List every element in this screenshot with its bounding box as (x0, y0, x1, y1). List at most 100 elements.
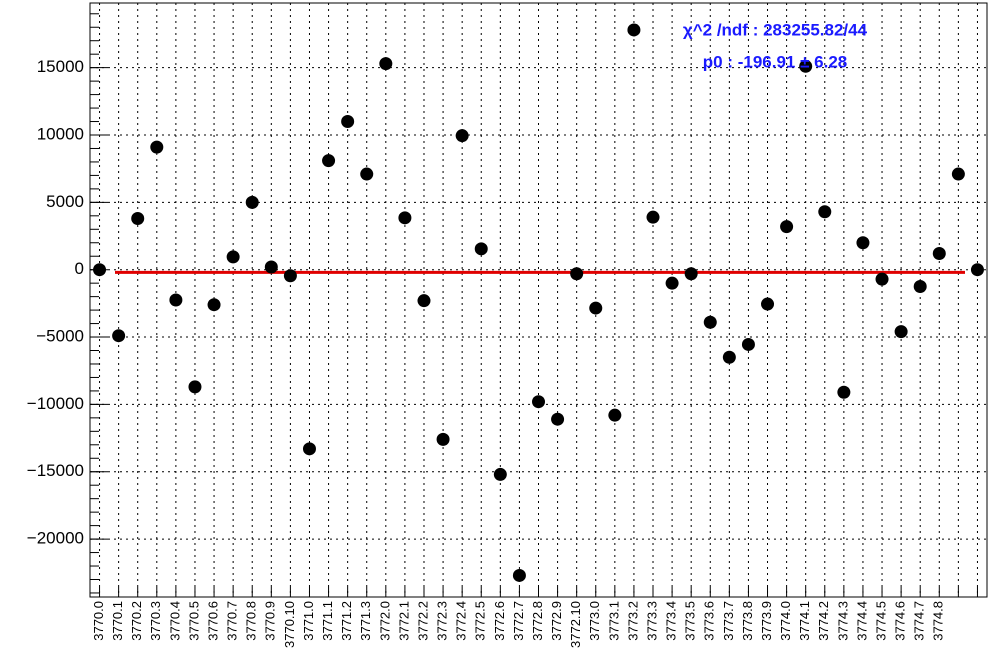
point (398, 211, 412, 225)
point (551, 412, 565, 426)
x-tick-label: 3772.5 (473, 601, 488, 641)
x-tick-label: 3770.2 (129, 601, 144, 641)
x-tick-label: 3773.1 (606, 601, 621, 641)
point (589, 301, 603, 315)
x-tick-label: 3773.2 (625, 601, 640, 641)
point (226, 250, 240, 264)
point (818, 205, 832, 219)
point (875, 272, 889, 286)
x-tick-label: 3774.6 (893, 601, 908, 641)
x-tick-label: 3771.1 (320, 601, 335, 641)
x-tick-label: 3772.8 (530, 601, 545, 641)
x-tick-label: 3772.1 (396, 601, 411, 641)
x-tick-label: 3773.4 (664, 601, 679, 641)
point (493, 467, 507, 481)
x-tick-label: 3774.2 (816, 601, 831, 641)
point (322, 154, 336, 168)
x-tick-label: 3773.9 (759, 601, 774, 641)
point (627, 23, 641, 37)
point (264, 260, 278, 274)
y-tick-label: 15000 (37, 57, 84, 76)
x-tick-label: 3772.0 (377, 601, 392, 641)
x-tick-label: 3770.4 (167, 601, 182, 641)
x-tick-label: 3770.9 (263, 601, 278, 641)
point (932, 247, 946, 261)
point (780, 220, 794, 234)
x-tick-label: 3770.8 (244, 601, 259, 641)
x-tick-label: 3772.9 (549, 601, 564, 641)
x-tick-label: 3772.6 (492, 601, 507, 641)
x-tick-label: 3774.3 (835, 601, 850, 641)
x-tick-label: 3773.7 (721, 601, 736, 641)
x-tick-label: 3774.0 (778, 601, 793, 641)
y-tick-label: −15000 (27, 461, 84, 480)
point (169, 293, 183, 307)
x-tick-label: 3774.5 (873, 601, 888, 641)
x-tick-label: 3773.8 (740, 601, 755, 641)
point (570, 267, 584, 281)
x-tick-label: 3773.3 (644, 601, 659, 641)
point (112, 329, 126, 343)
x-tick-label: 3774.1 (797, 601, 812, 641)
x-tick-label: 3770.0 (91, 601, 106, 641)
point (608, 408, 622, 422)
point (474, 242, 488, 256)
point (913, 280, 927, 294)
x-tick-label: 3771.2 (339, 601, 354, 641)
y-tick-label: −10000 (27, 394, 84, 413)
point (532, 395, 545, 409)
x-tick-label: 3774.4 (854, 601, 869, 641)
point (741, 337, 755, 351)
y-tick-label: 10000 (37, 124, 84, 143)
point (436, 432, 450, 446)
point (665, 276, 679, 290)
point (417, 294, 431, 308)
point (970, 263, 984, 277)
x-tick-label: 3770.3 (148, 601, 163, 641)
point (245, 195, 259, 209)
stats-text: p0 : -196.91 ± 6.28 (703, 52, 847, 71)
point (512, 568, 526, 582)
x-tick-label: 3772.3 (435, 601, 450, 641)
point (799, 59, 813, 73)
x-tick-label: 3772.4 (454, 601, 469, 641)
point (93, 263, 107, 277)
y-tick-label: −20000 (27, 529, 84, 548)
point (951, 167, 965, 181)
point (856, 236, 870, 250)
x-tick-label: 3772.7 (511, 601, 526, 641)
x-tick-label: 3770.5 (186, 601, 201, 641)
point (188, 380, 202, 394)
x-tick-label: 3770.1 (110, 601, 125, 641)
point (837, 385, 851, 399)
point (360, 167, 374, 181)
point (894, 325, 908, 339)
point (761, 297, 775, 311)
point (302, 442, 316, 456)
point (684, 267, 698, 281)
x-tick-label: 3770.7 (225, 601, 240, 641)
x-tick-label: 3773.0 (587, 601, 602, 641)
y-tick-label: 0 (75, 259, 84, 278)
point (379, 57, 393, 71)
x-tick-label: 3770.10 (282, 601, 297, 648)
point (283, 269, 297, 283)
point (150, 140, 164, 154)
x-tick-label: 3773.5 (683, 601, 698, 641)
y-tick-label: −5000 (36, 327, 84, 346)
x-tick-label: 3774.7 (912, 601, 927, 641)
point (703, 315, 717, 329)
point (341, 115, 355, 129)
x-tick-label: 3772.10 (568, 601, 583, 648)
point (131, 212, 145, 226)
x-tick-label: 3770.6 (205, 601, 220, 641)
x-tick-label: 3772.2 (415, 601, 430, 641)
point (646, 210, 660, 224)
x-tick-label: 3771.0 (301, 601, 316, 641)
point (207, 298, 221, 312)
y-tick-label: 5000 (46, 192, 84, 211)
stats-text: χ^2 /ndf : 283255.82/44 (683, 20, 868, 39)
point (455, 129, 469, 143)
x-tick-label: 3774.8 (931, 601, 946, 641)
